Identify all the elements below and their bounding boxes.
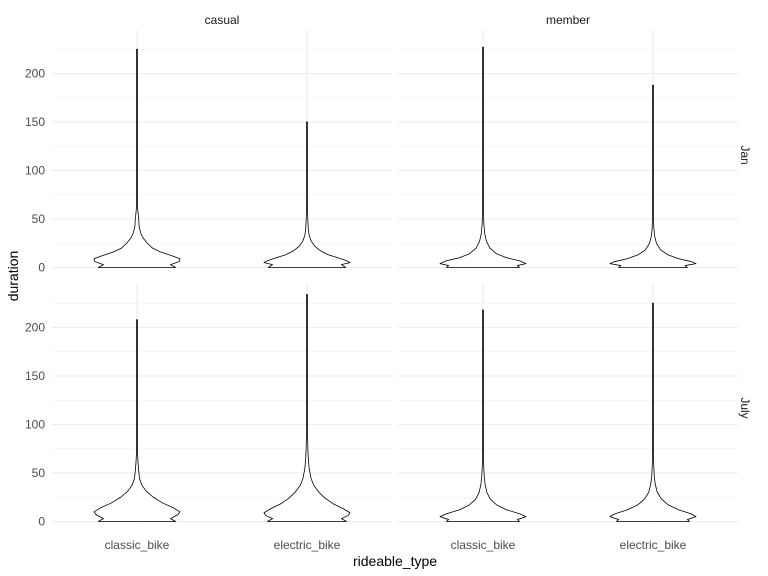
facet-column-label: member — [546, 13, 590, 27]
facet-row-label: Jan — [738, 145, 752, 164]
violin-member-July-classic_bike — [439, 309, 527, 522]
violin-casual-July-classic_bike — [93, 319, 181, 522]
violin-member-July-electric_bike — [609, 302, 697, 522]
violin-member-Jan-electric_bike — [609, 84, 697, 268]
violin-layer — [93, 46, 697, 522]
y-tick-label: 200 — [25, 67, 45, 81]
y-tick-label: 150 — [25, 369, 45, 383]
violin-casual-Jan-electric_bike — [263, 121, 351, 268]
x-tick-label: classic_bike — [105, 538, 170, 552]
y-tick-labels: 0 50 100 150 200 0 50 100 150 200 — [25, 67, 45, 529]
violin-member-Jan-classic_bike — [439, 46, 527, 268]
x-axis-title: rideable_type — [353, 553, 437, 569]
grid-layer — [52, 30, 738, 524]
facet-column-label: casual — [205, 13, 240, 27]
facet-row-label: July — [738, 397, 752, 418]
y-tick-label: 200 — [25, 321, 45, 335]
y-tick-label: 100 — [25, 418, 45, 432]
y-tick-label: 0 — [38, 261, 45, 275]
x-tick-label: electric_bike — [620, 538, 687, 552]
x-tick-label: classic_bike — [451, 538, 516, 552]
y-axis-title: duration — [5, 251, 21, 302]
violin-casual-July-electric_bike — [263, 294, 351, 522]
facet-strips: casual member Jan July — [205, 13, 752, 419]
y-tick-label: 50 — [32, 212, 46, 226]
x-tick-labels: classic_bike electric_bike classic_bike ele… — [105, 538, 687, 552]
violin-casual-Jan-classic_bike — [93, 48, 181, 268]
x-tick-label: electric_bike — [274, 538, 341, 552]
y-tick-label: 150 — [25, 115, 45, 129]
y-tick-label: 50 — [32, 466, 46, 480]
y-tick-label: 100 — [25, 164, 45, 178]
y-tick-label: 0 — [38, 515, 45, 529]
